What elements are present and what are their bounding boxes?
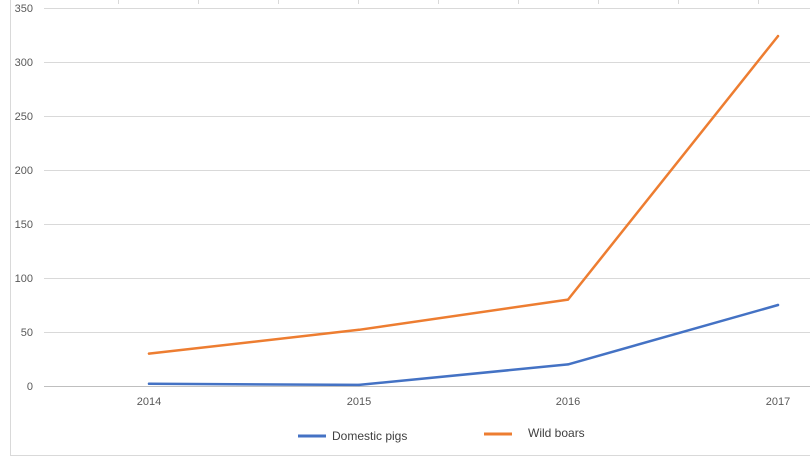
data-point bbox=[357, 328, 361, 332]
data-point bbox=[776, 34, 780, 38]
y-tick-label: 350 bbox=[15, 3, 33, 15]
y-tick-label: 50 bbox=[21, 327, 33, 339]
series-line-domestic-pigs bbox=[147, 303, 780, 387]
y-tick-label: 100 bbox=[15, 273, 33, 285]
data-point bbox=[566, 298, 570, 301]
x-tick-label: 2017 bbox=[766, 396, 790, 408]
x-tick-label: 2016 bbox=[556, 396, 580, 408]
y-tick-label: 250 bbox=[15, 111, 33, 123]
data-point bbox=[776, 303, 780, 307]
legend-label: Domestic pigs bbox=[332, 429, 407, 443]
y-tick-label: 300 bbox=[15, 57, 33, 69]
data-point bbox=[147, 382, 151, 386]
data-point bbox=[357, 383, 361, 387]
y-tick-label: 0 bbox=[27, 381, 33, 393]
data-point bbox=[147, 352, 151, 355]
x-tick-label: 2014 bbox=[137, 396, 161, 408]
chart-border bbox=[10, 0, 810, 456]
data-point bbox=[566, 363, 570, 366]
y-tick-label: 200 bbox=[15, 165, 33, 177]
x-tick-label: 2015 bbox=[347, 396, 371, 408]
legend-label: Wild boars bbox=[528, 426, 585, 440]
series-line-wild-boars bbox=[147, 34, 780, 355]
y-tick-label: 150 bbox=[15, 219, 33, 231]
